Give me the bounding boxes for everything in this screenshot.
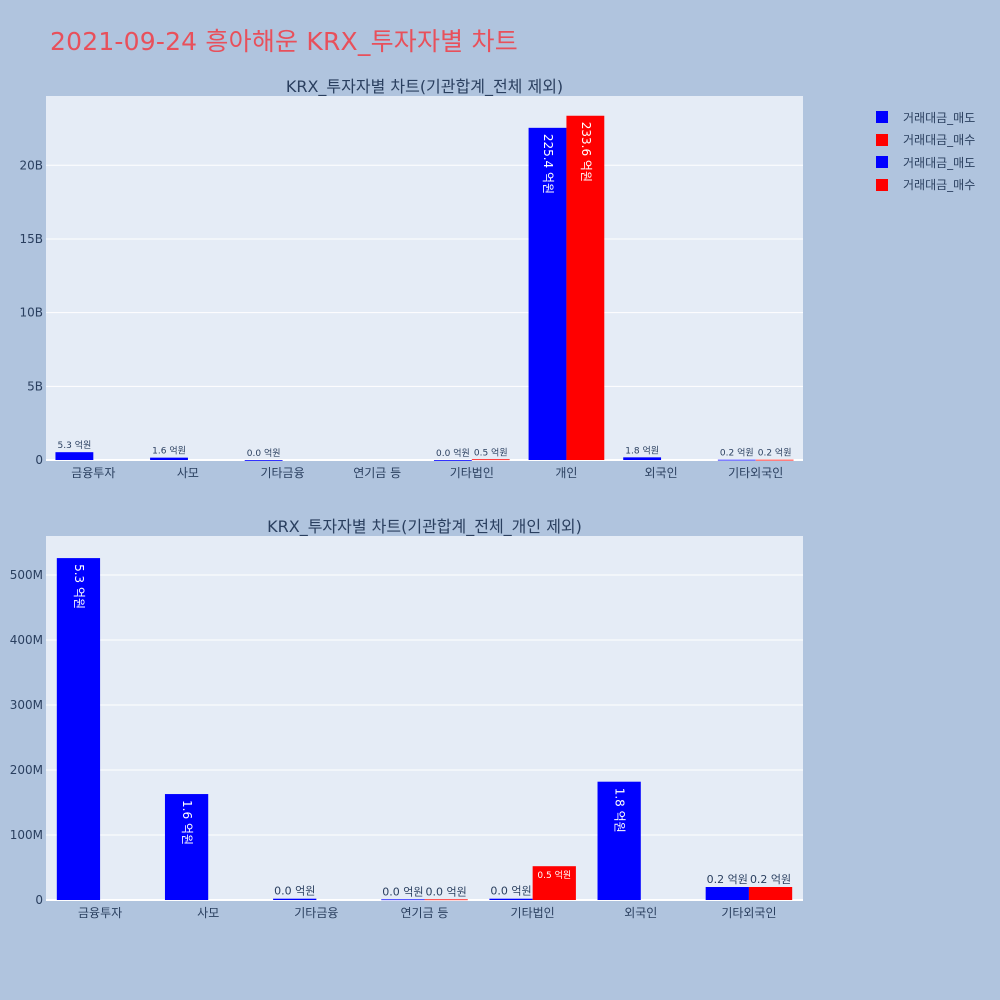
bar: [150, 457, 188, 460]
chart-title: KRX_투자자별 차트(기관합계_전체 제외): [286, 77, 563, 97]
plot-area: [46, 96, 803, 460]
data-label: 1.6 억원: [152, 445, 186, 457]
legend-label: 거래대금_매도: [903, 155, 976, 170]
chart-top: KRX_투자자별 차트(기관합계_전체 제외) 0 5B 10B 15B 20B 금융투자 5…: [19, 77, 803, 480]
legend: 거래대금_매도 거래대금_매수 거래대금_매도 거래대금_매수: [876, 106, 975, 196]
x-tick-label: 연기금 등: [353, 466, 401, 480]
legend-item[interactable]: 거래대금_매수: [876, 174, 975, 197]
chart-title: KRX_투자자별 차트(기관합계_전체_개인 제외): [267, 517, 582, 537]
plot-area: [46, 536, 803, 900]
data-label: 0.0 억원: [426, 885, 467, 898]
data-label: 0.2 억원: [758, 447, 792, 459]
x-tick-label: 기타법인: [450, 466, 494, 480]
legend-swatch: [876, 111, 888, 124]
data-label: 1.8 억원: [625, 444, 659, 456]
bar: [532, 866, 576, 900]
data-label: 1.6 억원: [180, 800, 194, 845]
x-tick-label: 금융투자: [78, 906, 122, 920]
bar: [433, 460, 472, 461]
data-label: 0.0 억원: [490, 885, 531, 898]
y-tick-label: 0: [35, 453, 43, 467]
legend-swatch: [876, 156, 888, 169]
data-label: 0.0 억원: [247, 447, 281, 459]
legend-item[interactable]: 거래대금_매도: [876, 106, 975, 129]
bar: [244, 460, 283, 461]
page-title: 2021-09-24 흥아해운 KRX_투자자별 차트: [50, 27, 518, 56]
y-tick-label: 400M: [10, 633, 43, 647]
data-label: 1.8 억원: [613, 788, 627, 833]
legend-label: 거래대금_매도: [903, 110, 976, 125]
x-tick-label: 기타금융: [260, 466, 304, 480]
y-tick-label: 10B: [19, 306, 43, 320]
bar: [566, 115, 605, 460]
bar: [528, 127, 567, 460]
x-tick-label: 외국인: [624, 906, 657, 920]
x-tick-label: 기타금융: [294, 906, 338, 920]
x-tick-label: 기타외국인: [728, 466, 783, 480]
y-tick-label: 500M: [10, 568, 43, 582]
y-tick-label: 0: [35, 893, 43, 907]
data-label: 0.2 억원: [720, 447, 754, 459]
x-tick-label: 기타외국인: [721, 906, 776, 920]
legend-swatch: [876, 178, 888, 191]
bar: [273, 898, 317, 900]
data-label: 0.0 억원: [274, 885, 315, 898]
bar: [56, 558, 101, 900]
legend-item[interactable]: 거래대금_매도: [876, 151, 975, 174]
data-label: 233.6 억원: [579, 122, 593, 182]
chart-bottom: KRX_투자자별 차트(기관합계_전체_개인 제외) 0 100M 200M 300M 4…: [10, 517, 803, 920]
bar: [597, 781, 641, 900]
legend-label: 거래대금_매수: [903, 178, 976, 193]
x-tick-label: 기타법인: [511, 906, 555, 920]
bar: [717, 459, 756, 461]
x-tick-label: 사모: [177, 466, 199, 480]
data-label: 0.2 억원: [707, 873, 748, 886]
y-tick-label: 300M: [10, 698, 43, 712]
bar: [424, 899, 468, 901]
bar: [755, 459, 794, 461]
legend-item[interactable]: 거래대금_매수: [876, 129, 975, 152]
data-label: 0.0 억원: [436, 447, 470, 459]
bar: [471, 459, 510, 461]
x-tick-label: 외국인: [645, 466, 678, 480]
legend-label: 거래대금_매수: [903, 133, 976, 148]
bar: [381, 899, 425, 901]
bar: [164, 794, 209, 900]
data-label: 0.5 억원: [474, 446, 508, 458]
bar: [705, 887, 749, 900]
data-label: 0.0 억원: [382, 885, 423, 898]
x-tick-label: 사모: [197, 906, 219, 920]
legend-swatch: [876, 133, 888, 146]
bar: [489, 898, 533, 900]
data-label: 0.5 억원: [537, 869, 571, 881]
data-label: 5.3 억원: [72, 564, 86, 609]
bar: [748, 887, 793, 900]
data-label: 225.4 억원: [541, 134, 555, 194]
bar: [623, 457, 662, 460]
bar: [55, 452, 94, 460]
x-tick-label: 금융투자: [71, 466, 115, 480]
y-tick-label: 200M: [10, 763, 43, 777]
data-label: 0.2 억원: [750, 873, 791, 886]
y-tick-label: 100M: [10, 828, 43, 842]
x-tick-label: 연기금 등: [401, 906, 449, 920]
y-tick-label: 20B: [19, 158, 43, 172]
y-tick-label: 15B: [19, 232, 43, 246]
data-label: 5.3 억원: [58, 439, 92, 451]
y-tick-label: 5B: [27, 379, 43, 393]
x-tick-label: 개인: [555, 466, 577, 480]
